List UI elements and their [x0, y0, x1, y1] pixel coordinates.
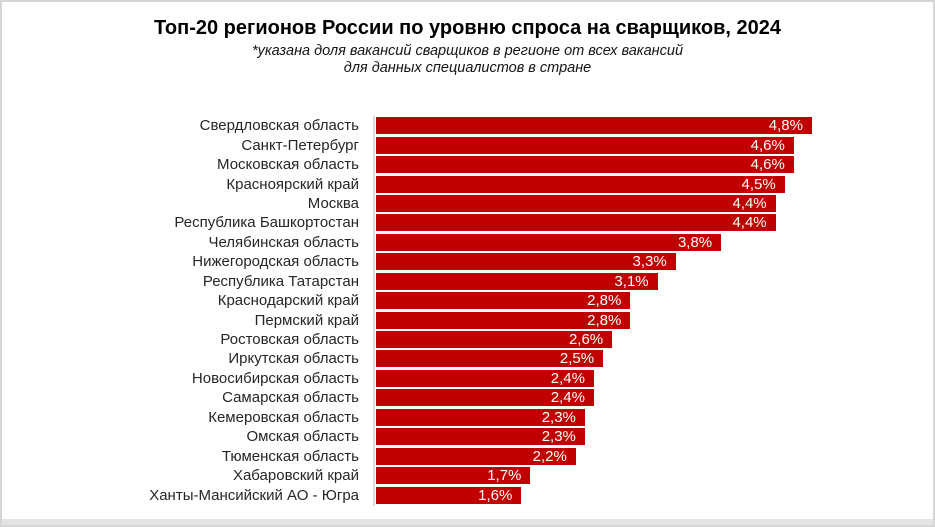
value-label: 2,3%: [541, 408, 576, 426]
bar-row: Свердловская область 4,8%: [2, 116, 933, 135]
chart-title: Топ-20 регионов России по уровню спроса …: [153, 17, 782, 39]
y-axis-line: [373, 116, 375, 506]
category-label: Республика Башкортостан: [174, 214, 359, 232]
category-label: Красноярский край: [226, 175, 359, 193]
value-label: 2,6%: [568, 331, 604, 349]
bar-row: Кемеровская область 2,3%: [2, 408, 933, 427]
value-label: 2,4%: [550, 369, 585, 387]
category-label: Новосибирская область: [191, 369, 359, 387]
bar-row: Нижегородская область 3,3%: [2, 252, 933, 271]
category-label: Ростовская область: [220, 331, 359, 349]
category-label: Кемеровская область: [208, 408, 359, 426]
category-label: Свердловская область: [199, 117, 359, 135]
category-label: Тюменская область: [221, 447, 359, 465]
bar: 2,4%: [376, 369, 594, 387]
value-label: 2,5%: [559, 350, 595, 368]
bar: 3,3%: [376, 253, 676, 271]
bar: 2,4%: [376, 389, 594, 407]
bar: 2,5%: [376, 350, 604, 368]
value-label: 4,4%: [732, 194, 767, 212]
value-label: 4,6%: [750, 136, 785, 154]
bar-row: Красноярский край 4,5%: [2, 174, 933, 193]
value-label: 2,8%: [587, 292, 622, 310]
value-label: 2,4%: [550, 389, 585, 407]
value-label: 3,3%: [632, 253, 667, 271]
category-label: Пермский край: [254, 311, 359, 329]
value-label: 4,8%: [768, 117, 803, 135]
category-label: Ханты-Мансийский АО - Югра: [149, 486, 359, 504]
bar: 3,1%: [376, 272, 658, 290]
category-label: Челябинская область: [208, 233, 359, 251]
bar: 2,3%: [376, 428, 585, 446]
bar-row: Санкт-Петербург 4,6%: [2, 135, 933, 154]
bar: 2,6%: [376, 331, 613, 349]
value-label: 2,3%: [541, 428, 576, 446]
value-label: 2,2%: [532, 447, 567, 465]
bar-plot-area: Свердловская область 4,8% Санкт-Петербург 4…: [2, 116, 933, 505]
value-label: 3,1%: [614, 272, 649, 290]
category-label: Санкт-Петербург: [241, 136, 359, 154]
bar: 4,6%: [376, 136, 794, 154]
value-label: 4,5%: [741, 175, 776, 193]
bar: 1,7%: [376, 467, 531, 485]
value-label: 1,7%: [487, 467, 522, 485]
bar-row: Москва 4,4%: [2, 194, 933, 213]
bar-row: Ростовская область 2,6%: [2, 330, 933, 349]
bar-row: Республика Башкортостан 4,4%: [2, 213, 933, 232]
category-label: Хабаровский край: [232, 467, 359, 485]
bar: 2,3%: [376, 408, 585, 426]
category-label: Московская область: [217, 156, 359, 174]
bar: 3,8%: [376, 233, 722, 251]
bar-row: Московская область 4,6%: [2, 155, 933, 174]
category-label: Республика Татарстан: [202, 272, 359, 290]
bar-row: Тюменская область 2,2%: [2, 446, 933, 465]
value-label: 4,4%: [732, 214, 767, 232]
bar-row: Челябинская область 3,8%: [2, 233, 933, 252]
bar-row: Ханты-Мансийский АО - Югра 1,6%: [2, 485, 933, 504]
value-label: 3,8%: [677, 233, 713, 251]
bar: 4,6%: [376, 156, 794, 174]
bar: 4,4%: [376, 214, 776, 232]
category-label: Иркутская область: [228, 350, 359, 368]
bar: 2,2%: [376, 447, 576, 465]
category-label: Москва: [307, 194, 359, 212]
window-bottom-edge: [2, 519, 933, 525]
category-label: Омская область: [246, 428, 359, 446]
bar: 2,8%: [376, 292, 631, 310]
value-label: 2,8%: [587, 311, 622, 329]
chart-subtitle-line-1: *указана доля вакансий сварщиков в регио…: [251, 43, 684, 59]
category-label: Самарская область: [222, 389, 359, 407]
bar: 4,4%: [376, 194, 776, 212]
bar-row: Пермский край 2,8%: [2, 310, 933, 329]
chart-subtitle-line-2: для данных специалистов в стране: [343, 60, 592, 76]
bar-row: Новосибирская область 2,4%: [2, 369, 933, 388]
bar-row: Республика Татарстан 3,1%: [2, 272, 933, 291]
bar-row: Краснодарский край 2,8%: [2, 291, 933, 310]
bar-row: Иркутская область 2,5%: [2, 349, 933, 368]
category-label: Нижегородская область: [192, 253, 359, 271]
bar: 1,6%: [376, 486, 522, 504]
bar-row: Омская область 2,3%: [2, 427, 933, 446]
chart-subtitle: *указана доля вакансий сварщиков в регио…: [2, 43, 933, 77]
value-label: 4,6%: [750, 156, 785, 174]
value-label: 1,6%: [478, 486, 513, 504]
bar: 4,5%: [376, 175, 785, 193]
bar: 4,8%: [376, 117, 812, 135]
bar: 2,8%: [376, 311, 631, 329]
category-label: Краснодарский край: [217, 292, 359, 310]
bar-row: Самарская область 2,4%: [2, 388, 933, 407]
bar-row: Хабаровский край 1,7%: [2, 466, 933, 485]
